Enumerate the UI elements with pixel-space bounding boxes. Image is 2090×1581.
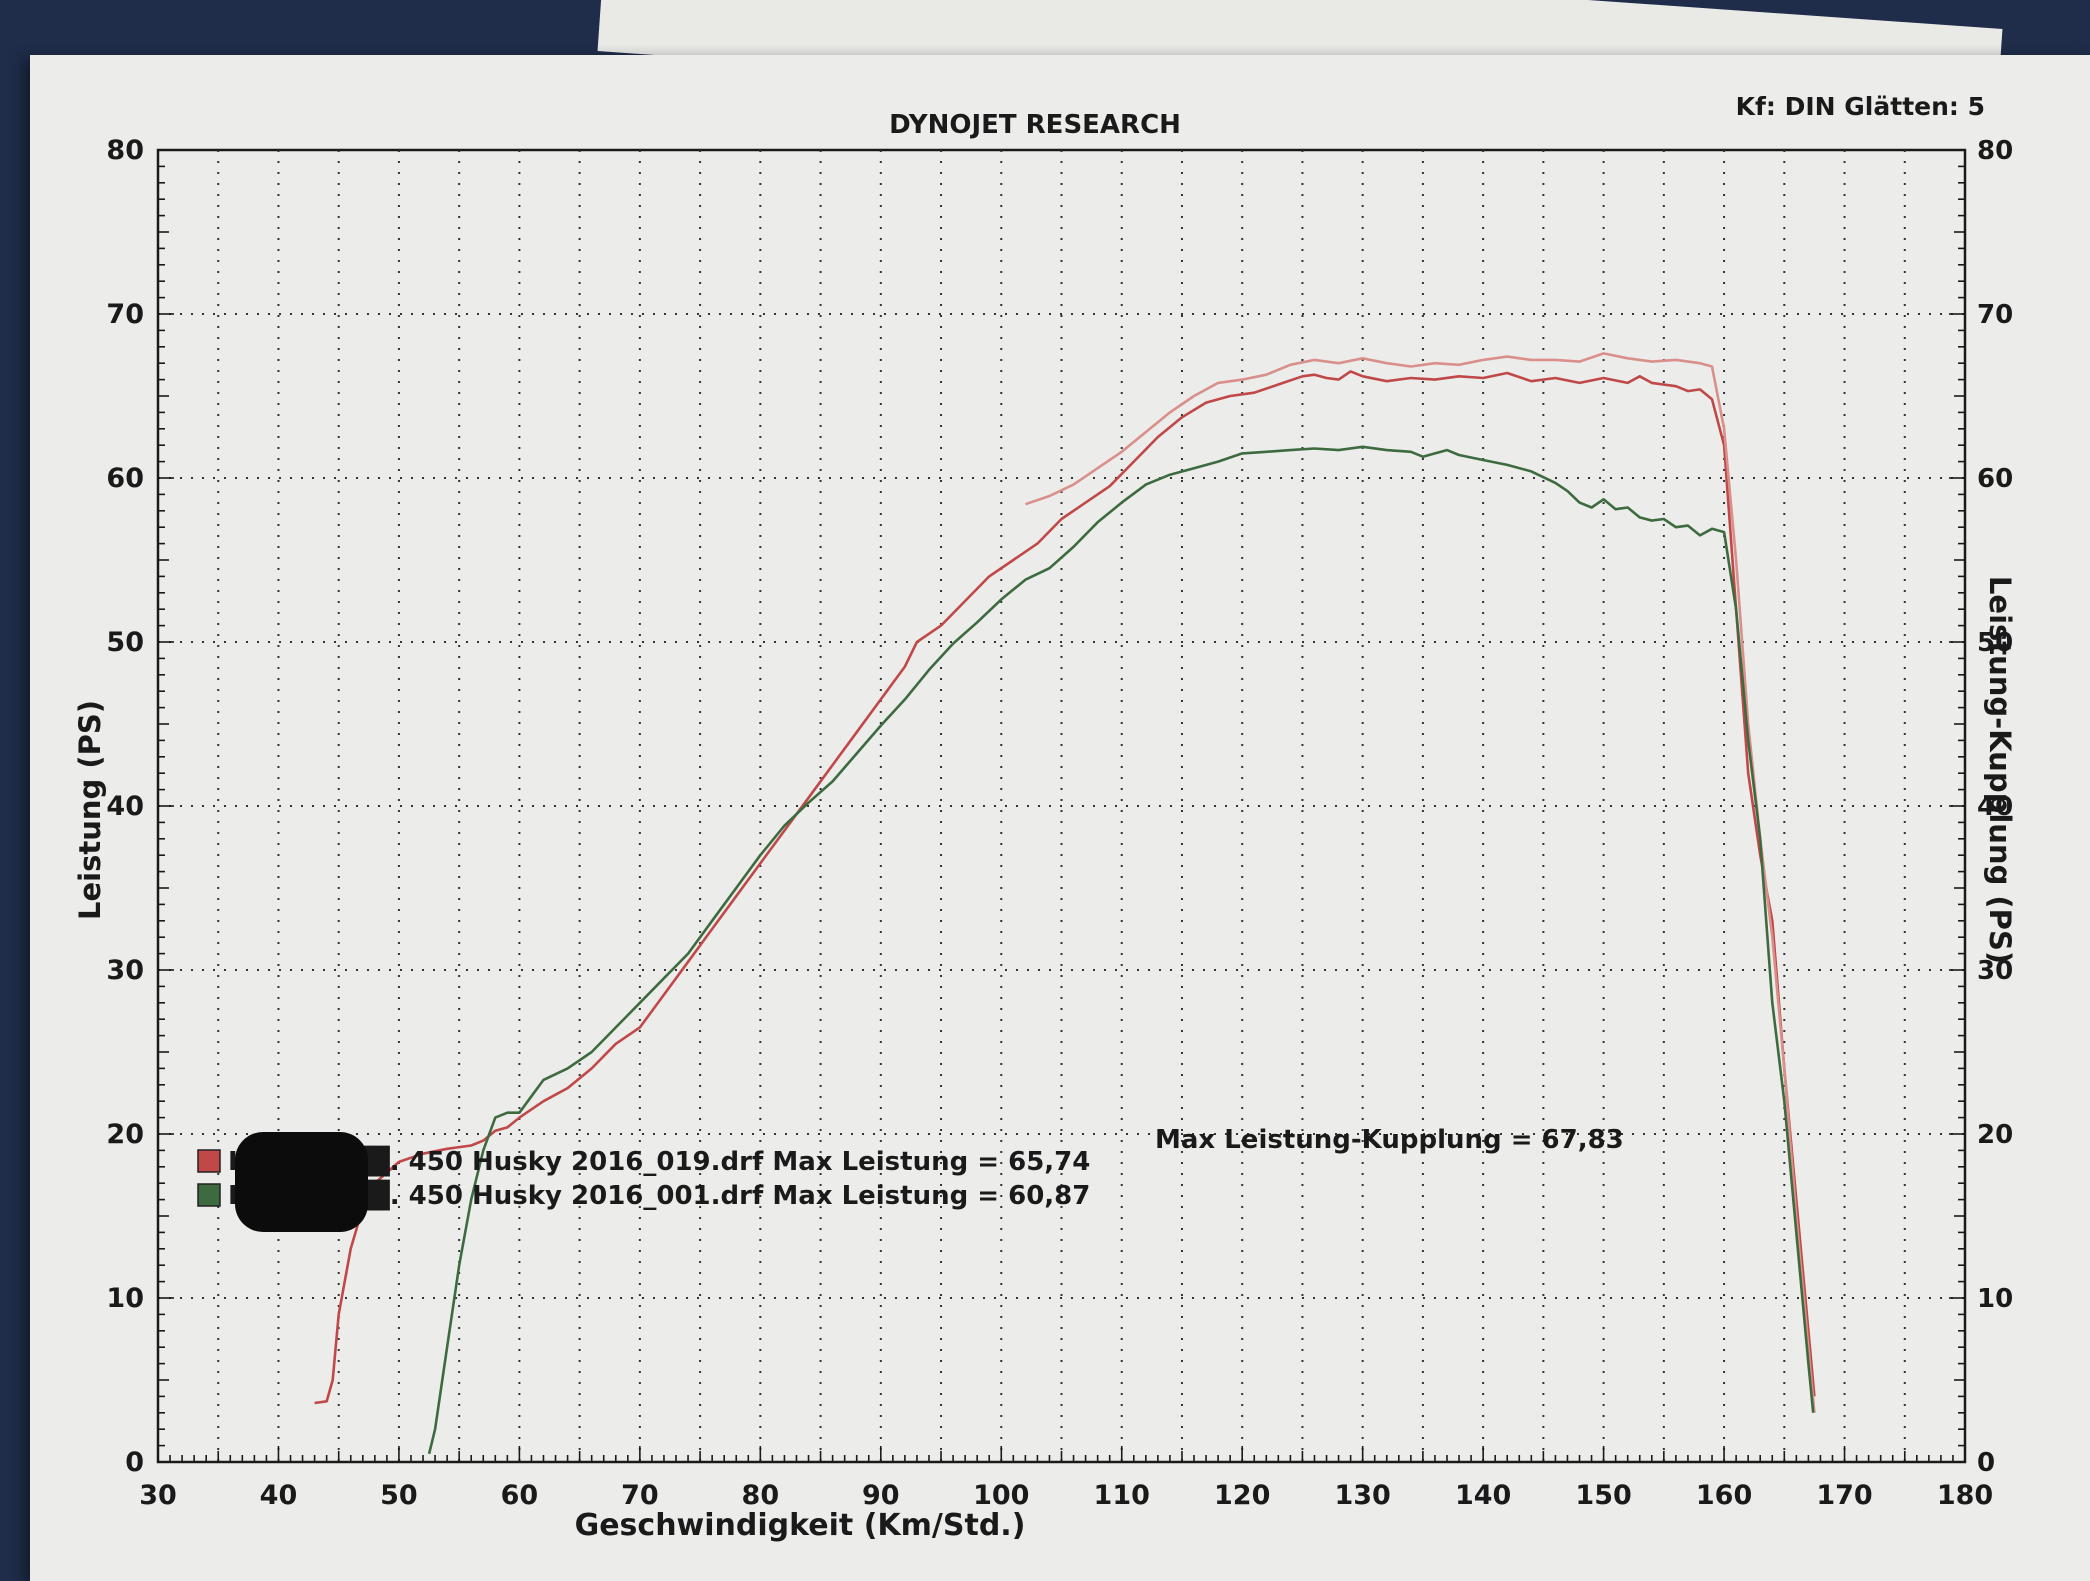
x-tick-label: 130 [1334,1480,1390,1511]
legend-entry-run-001: H███████. 450 Husky 2016_001.drf Max Lei… [228,1179,1090,1211]
x-tick-label: 180 [1937,1480,1993,1511]
x-tick-label: 100 [973,1480,1029,1511]
series-line-1 [314,370,1816,1405]
x-tick-label: 70 [621,1480,659,1511]
y2-tick-label: 70 [1977,300,2013,330]
x-axis-label: Geschwindigkeit (Km/Std.) [575,1508,1026,1543]
chart-title: DYNOJET RESEARCH [889,110,1181,140]
max-power-clutch-note: Max Leistung-Kupplung = 67,83 [1155,1125,1624,1155]
x-tick-label: 110 [1094,1480,1150,1511]
tick-labels: 30 40 50 60 70 80 90 100 110 120 130 140 150 160 170 18… [106,135,2013,1511]
y-tick-label: 20 [106,1119,144,1150]
y2-tick-label: 20 [1977,1120,2013,1150]
series-line-2 [1024,352,1816,1413]
x-tick-label: 50 [380,1480,418,1511]
x-tick-label: 160 [1696,1480,1752,1511]
legend-swatch-run-019 [197,1149,221,1173]
y2-tick-label: 50 [1977,628,2013,658]
y-tick-label: 40 [106,791,144,822]
y-tick-label: 80 [106,135,144,166]
x-tick-label: 30 [139,1480,177,1511]
legend-swatch-run-001 [197,1183,221,1207]
series-lines [314,352,1816,1455]
x-tick-label: 120 [1214,1480,1270,1511]
axis-ticks [157,149,1966,1463]
y2-tick-label: 40 [1977,792,2013,822]
y-axis-label: Leistung (PS) [73,700,107,920]
y2-tick-label: 10 [1977,1284,2013,1314]
y-tick-label: 70 [106,299,144,330]
y2-axis-label: Leistung-Kupplung (PS) [1983,576,2017,964]
x-tick-label: 150 [1575,1480,1631,1511]
redaction-mark [235,1132,368,1232]
dyno-settings: Kf: DIN Glätten: 5 [1736,92,1985,121]
y2-tick-label: 80 [1977,136,2013,166]
grid [158,150,1965,1462]
x-tick-label: 90 [862,1480,900,1511]
x-tick-label: 60 [501,1480,539,1511]
x-tick-label: 170 [1816,1480,1872,1511]
y2-tick-label: 30 [1977,956,2013,986]
y2-tick-label: 60 [1977,464,2013,494]
y-tick-label: 50 [106,627,144,658]
y-tick-label: 10 [106,1283,144,1314]
y-tick-label: 0 [125,1447,144,1478]
x-tick-label: 80 [742,1480,780,1511]
dyno-printout [30,55,2090,1581]
series-line-3 [427,445,1815,1455]
y-tick-label: 30 [106,955,144,986]
legend: H███████. 450 Husky 2016_019.drf Max Lei… [197,1125,1624,1232]
x-tick-label: 40 [260,1480,298,1511]
x-tick-label: 140 [1455,1480,1511,1511]
y-tick-label: 60 [106,463,144,494]
y2-tick-label: 0 [1977,1448,1995,1478]
legend-entry-run-019: H███████. 450 Husky 2016_019.drf Max Lei… [228,1145,1090,1177]
